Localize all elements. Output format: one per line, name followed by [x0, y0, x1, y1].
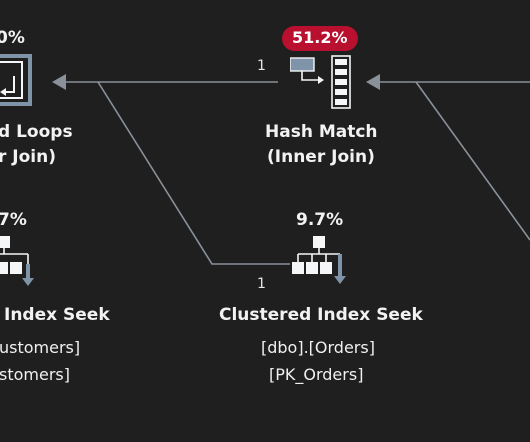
operator-name: Index Seek — [4, 305, 110, 325]
node-hash-match[interactable]: 51.2% Hash Match (Inner Join) — [258, 22, 388, 172]
node-clustered-index-seek-orders[interactable]: 9.7% Clustered Index Seek [dbo].[Orders]… — [216, 200, 426, 390]
operator-name: Hash Match — [265, 122, 378, 142]
cost-percentage: 9.7% — [296, 210, 344, 230]
object-table-name: [dbo].[Orders] — [261, 338, 375, 357]
object-index-name: stomers] — [0, 365, 70, 384]
row-count-label: 1 — [257, 58, 266, 74]
operator-subname: (Inner Join) — [267, 147, 375, 167]
node-index-seek-customers[interactable]: 7% Index Seek ustomers] stomers] — [0, 200, 120, 390]
operator-subname: r Join) — [0, 147, 57, 167]
clustered-index-seek-icon — [290, 236, 352, 290]
object-index-name: [PK_Orders] — [269, 365, 364, 384]
cost-percentage: 0% — [0, 28, 25, 48]
index-seek-icon — [0, 236, 42, 288]
row-count-label: 1 — [257, 276, 266, 292]
connector-right-diagonal — [415, 81, 530, 241]
node-nested-loops[interactable]: 0% d Loops r Join) — [0, 0, 90, 175]
operator-name: Clustered Index Seek — [219, 305, 423, 325]
nested-loops-icon — [0, 54, 34, 108]
cost-percentage: 7% — [0, 210, 27, 230]
object-table-name: ustomers] — [0, 338, 81, 357]
cost-percentage-badge: 51.2% — [282, 26, 358, 51]
hash-match-icon — [290, 54, 352, 110]
operator-name: d Loops — [0, 122, 73, 142]
